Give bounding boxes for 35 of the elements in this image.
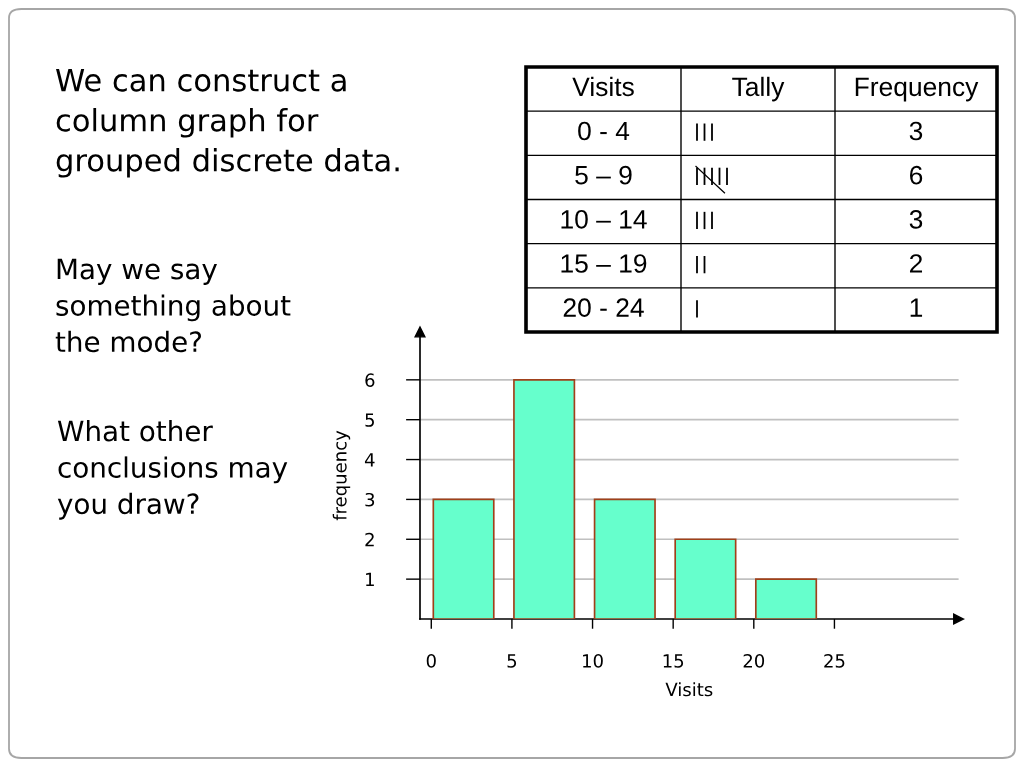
category-label: 15 – 19 xyxy=(561,254,647,273)
x-tick-label: 10 xyxy=(583,654,603,668)
y-tick-label: 1 xyxy=(366,572,374,586)
text: Visits xyxy=(572,76,634,97)
x-tick-label: 5 xyxy=(507,654,517,668)
y-axis-title: frequency xyxy=(332,430,351,521)
y-tick-label: 5 xyxy=(365,413,374,427)
text: Frequency xyxy=(855,77,979,102)
data-label: 3 xyxy=(909,209,923,229)
x-tick-label: 25 xyxy=(824,654,845,668)
bar xyxy=(674,538,737,619)
text: What other conclusions may you draw? xyxy=(57,420,288,520)
bar xyxy=(593,498,656,619)
y-tick-label: 2 xyxy=(365,532,374,547)
category-label: 20 - 24 xyxy=(563,298,644,317)
data-label: 1 xyxy=(910,298,923,317)
x-tick-label: 0 xyxy=(426,654,436,668)
y-tick-label: 6 xyxy=(365,373,375,387)
y-tick-label: 4 xyxy=(364,453,375,467)
data-label: 3 xyxy=(909,121,923,141)
text: Tally xyxy=(732,76,785,102)
x-axis-title: Visits xyxy=(665,682,713,697)
x-tick-label: 15 xyxy=(663,654,684,668)
x-tick-label: 20 xyxy=(743,654,765,668)
data-label: 2 xyxy=(909,254,923,273)
category-label: 0 - 4 xyxy=(578,121,630,141)
text: May we say something about the mode? xyxy=(55,258,291,353)
chart-title: We can construct a column graph for grouped discrete data. xyxy=(56,68,399,178)
bar xyxy=(432,498,495,619)
bar xyxy=(513,378,576,619)
bar xyxy=(754,578,818,619)
category-label: 5 – 9 xyxy=(575,165,632,185)
y-tick-label: 3 xyxy=(365,492,375,507)
category-label: 10 – 14 xyxy=(561,209,647,229)
data-label: 6 xyxy=(910,165,923,185)
